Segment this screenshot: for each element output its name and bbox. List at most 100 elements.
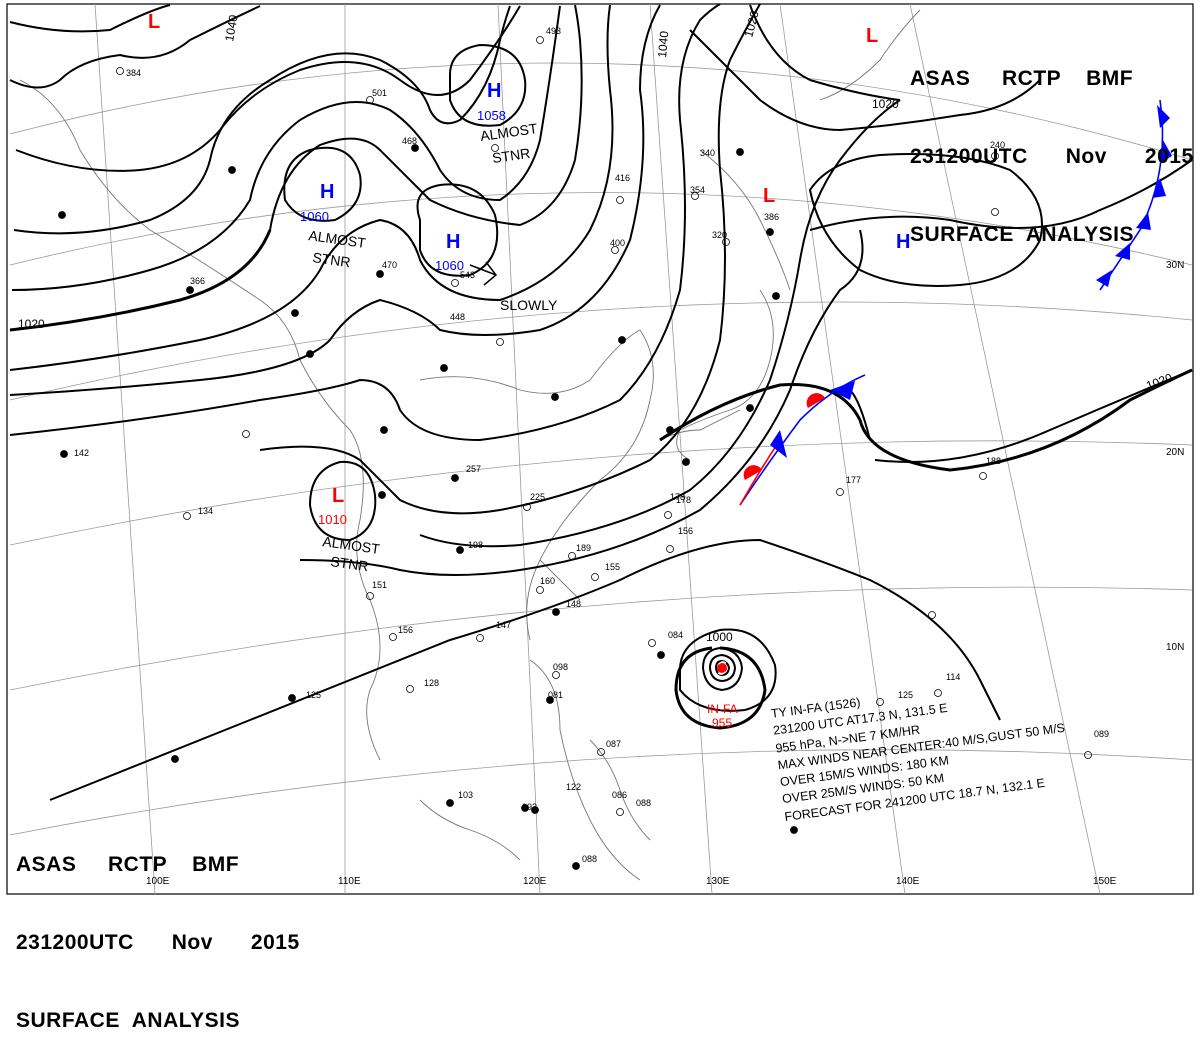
cold-front [1096,99,1172,291]
footer-line-2: 231200UTC Nov 2015 [16,931,300,954]
svg-text:088: 088 [582,854,597,864]
svg-text:ALMOST: ALMOST [479,120,539,144]
svg-text:089: 089 [1094,729,1109,739]
svg-text:ALMOST: ALMOST [308,227,368,251]
graticule [9,3,1193,895]
chart-header-title: ASAS RCTP BMF 231200UTC Nov 2015 SURFACE… [910,14,1194,274]
svg-text:084: 084 [668,630,683,640]
svg-text:1020: 1020 [741,9,762,39]
svg-text:384: 384 [126,68,141,78]
svg-text:400: 400 [610,238,625,248]
svg-text:257: 257 [466,464,481,474]
svg-text:128: 128 [424,678,439,688]
movement-arrow [469,261,498,286]
header-line-1: ASAS RCTP BMF [910,67,1134,90]
svg-text:SLOWLY: SLOWLY [500,297,558,313]
high-center-value: 1060 [435,258,464,273]
svg-text:340: 340 [700,148,715,158]
svg-text:30N: 30N [1166,260,1184,271]
high-center-label: H [446,231,460,253]
footer-line-1: ASAS RCTP BMF [16,853,240,876]
svg-text:386: 386 [764,212,779,222]
svg-text:120E: 120E [523,876,547,887]
station-markers [58,36,1092,870]
svg-text:148: 148 [566,599,581,609]
movement-labels: ALMOST STNR ALMOST STNR ALMOST STNR SLOW… [308,120,558,574]
high-center-value: 1060 [300,209,329,224]
svg-text:098: 098 [553,662,568,672]
high-center-label: H [320,181,334,203]
svg-text:110E: 110E [338,876,361,887]
svg-text:1040: 1040 [222,13,240,42]
svg-text:198: 198 [468,540,483,550]
svg-text:20N: 20N [1166,447,1184,458]
svg-text:384: 384 [126,68,141,78]
svg-text:366: 366 [190,276,205,286]
chart-footer-title: ASAS RCTP BMF 231200UTC Nov 2015 SURFACE… [16,800,300,1060]
svg-text:470: 470 [382,260,397,270]
svg-text:501: 501 [372,88,387,98]
svg-text:240: 240 [990,140,1005,150]
svg-text:160: 160 [540,576,555,586]
svg-text:155: 155 [605,562,620,572]
station-plots: 384 501 468 493 543 448 470 400 416 340 … [74,26,1109,864]
typhoon-symbol [717,661,727,675]
low-center-label: L [332,485,344,507]
svg-text:147: 147 [496,620,511,630]
isobar-labels: 1040 1040 1020 1020 1020 1020 1000 [18,9,1174,644]
svg-text:1000: 1000 [706,630,733,644]
high-center-value: 1058 [477,108,506,123]
svg-text:086: 086 [612,790,627,800]
header-line-3: SURFACE ANALYSIS [910,223,1134,246]
low-center-label: L [763,185,775,207]
svg-text:134: 134 [198,506,213,516]
svg-text:955: 955 [712,716,732,730]
isobars-bold [9,229,1193,472]
svg-text:354: 354 [690,185,705,195]
svg-text:140E: 140E [896,876,920,887]
high-center-label: H [487,80,501,102]
svg-text:493: 493 [546,26,561,36]
svg-text:ALMOST: ALMOST [322,533,382,557]
svg-text:1040: 1040 [655,30,671,58]
svg-text:100E: 100E [146,876,170,887]
svg-text:188: 188 [986,456,1001,466]
svg-text:122: 122 [566,782,581,792]
svg-text:178: 178 [676,495,691,505]
svg-text:130E: 130E [706,876,730,887]
header-line-2: 231200UTC Nov 2015 [910,145,1194,168]
high-center-label: H [896,231,910,253]
svg-text:177: 177 [846,475,861,485]
svg-text:178: 178 [670,492,685,502]
svg-text:088: 088 [636,798,651,808]
svg-text:125: 125 [306,690,321,700]
typhoon-label: IN-FA 955 [707,702,738,730]
svg-text:1020: 1020 [872,97,899,111]
typhoon-isobar-bold [674,646,767,730]
low-center-label: L [866,25,878,47]
svg-text:092: 092 [522,802,537,812]
pressure-centers: H 1058 H 1060 H 1060 H L 1010 L L L [148,11,910,527]
svg-text:STNR: STNR [491,145,531,166]
svg-text:103: 103 [458,790,473,800]
stationary-front [739,374,866,506]
svg-text:468: 468 [402,136,417,146]
svg-text:150E: 150E [1093,876,1117,887]
svg-text:225: 225 [530,492,545,502]
svg-text:125: 125 [898,690,913,700]
svg-text:320: 320 [712,230,727,240]
low-center-value: 1010 [318,512,347,527]
svg-text:151: 151 [372,580,387,590]
surface-analysis-map: 384 501 468 493 543 448 470 400 416 340 … [6,3,1194,895]
svg-text:156: 156 [398,625,413,635]
svg-text:10N: 10N [1166,642,1184,653]
svg-text:189: 189 [576,543,591,553]
isobars [9,3,1193,801]
svg-text:416: 416 [615,173,630,183]
svg-text:STNR: STNR [330,553,370,574]
svg-text:142: 142 [74,448,89,458]
svg-text:114: 114 [946,672,960,682]
low-center-label: L [148,11,160,33]
svg-text:1020: 1020 [18,317,45,331]
svg-text:IN-FA: IN-FA [707,702,738,716]
